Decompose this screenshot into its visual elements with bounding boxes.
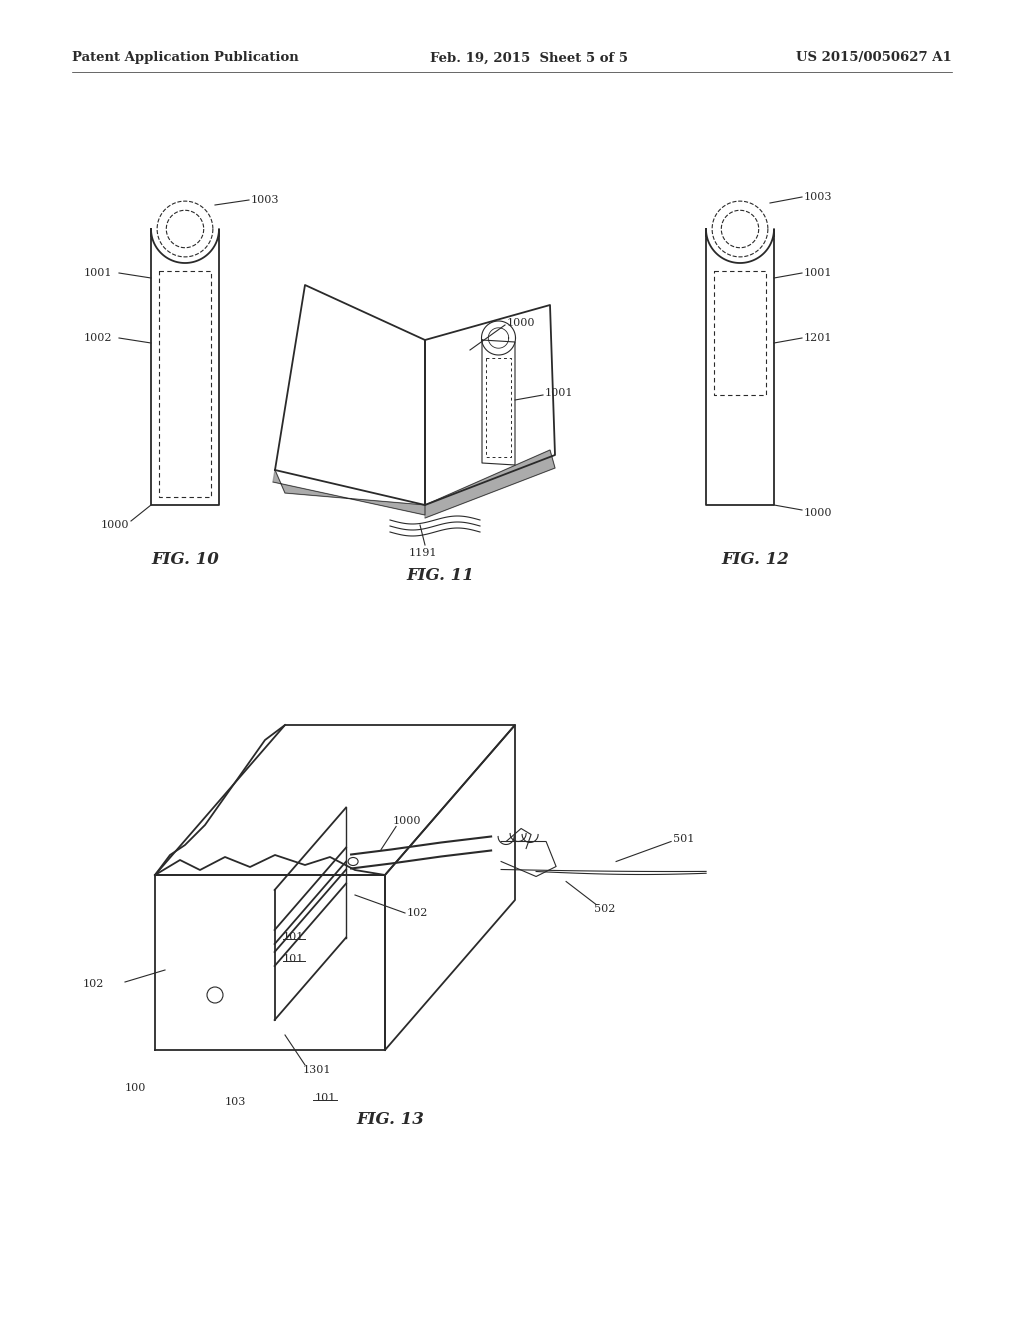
- Text: 1003: 1003: [251, 195, 280, 205]
- Text: 103: 103: [224, 1097, 246, 1107]
- Text: 1000: 1000: [101, 520, 129, 531]
- Text: 502: 502: [594, 904, 615, 915]
- Text: 1000: 1000: [393, 817, 422, 826]
- Text: 100: 100: [125, 1082, 146, 1093]
- Text: 1003: 1003: [804, 191, 833, 202]
- Text: US 2015/0050627 A1: US 2015/0050627 A1: [797, 51, 952, 65]
- Text: 101: 101: [283, 932, 304, 942]
- Text: 1301: 1301: [303, 1065, 332, 1074]
- Text: 1000: 1000: [507, 318, 536, 327]
- Polygon shape: [273, 470, 425, 515]
- Text: FIG. 12: FIG. 12: [721, 552, 788, 569]
- Text: 1001: 1001: [545, 388, 573, 399]
- Text: 1001: 1001: [804, 268, 833, 279]
- Text: FIG. 10: FIG. 10: [152, 552, 219, 569]
- Text: 1001: 1001: [84, 268, 113, 279]
- Text: 1002: 1002: [84, 333, 113, 343]
- Text: Patent Application Publication: Patent Application Publication: [72, 51, 299, 65]
- Text: 1201: 1201: [804, 333, 833, 343]
- Text: Feb. 19, 2015  Sheet 5 of 5: Feb. 19, 2015 Sheet 5 of 5: [430, 51, 628, 65]
- Text: FIG. 13: FIG. 13: [356, 1111, 424, 1129]
- Text: 101: 101: [314, 1093, 336, 1104]
- Text: FIG. 11: FIG. 11: [407, 566, 474, 583]
- Text: 1000: 1000: [804, 508, 833, 517]
- Text: 102: 102: [407, 908, 428, 917]
- Text: 1191: 1191: [409, 548, 437, 558]
- Text: 102: 102: [83, 979, 104, 989]
- Text: 501: 501: [673, 834, 694, 845]
- Polygon shape: [425, 450, 555, 517]
- Text: 101: 101: [283, 954, 304, 964]
